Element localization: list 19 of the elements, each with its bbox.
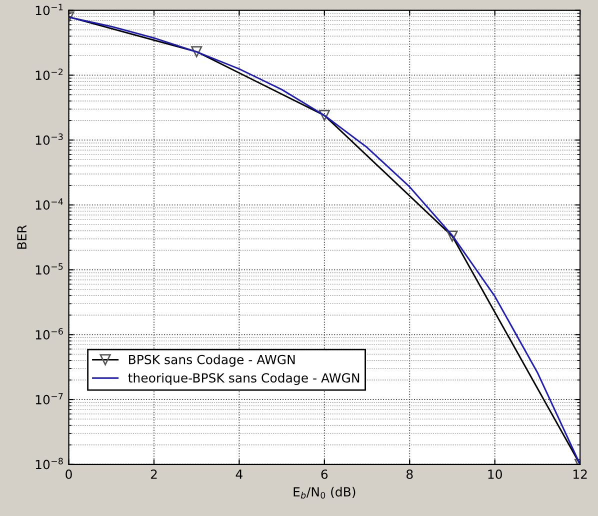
x-tick-label: 2 xyxy=(150,469,157,479)
x-tick-label: 10 xyxy=(488,469,502,479)
y-tick-label: 10$^{−1}$ xyxy=(36,4,63,16)
y-tick-label: 10$^{−6}$ xyxy=(36,328,63,340)
x-tick-label: 4 xyxy=(236,470,242,479)
x-tick-label: 12 xyxy=(573,469,587,479)
y-tick-label: 10$^{−7}$ xyxy=(36,393,63,404)
x-tick-label: 6 xyxy=(321,469,328,479)
legend-label: theorique-BPSK sans Codage - AWGN xyxy=(128,372,360,386)
y-tick-label: 10$^{−5}$ xyxy=(36,263,63,275)
legend-label: BPSK sans Codage - AWGN xyxy=(129,354,295,367)
y-tick-label: 10$^{−4}$ xyxy=(36,198,63,210)
x-tick-label: 0 xyxy=(66,469,72,479)
x-axis-title: E$_{b}$/N$_{0}$ (dB) xyxy=(294,486,356,499)
y-tick-label: 10$^{−2}$ xyxy=(36,68,63,80)
x-tick-label: 8 xyxy=(406,469,413,479)
y-tick-label: 10$^{−8}$ xyxy=(36,458,63,470)
y-axis-title: BER xyxy=(17,225,26,249)
y-tick-label: 10$^{−3}$ xyxy=(36,133,63,145)
